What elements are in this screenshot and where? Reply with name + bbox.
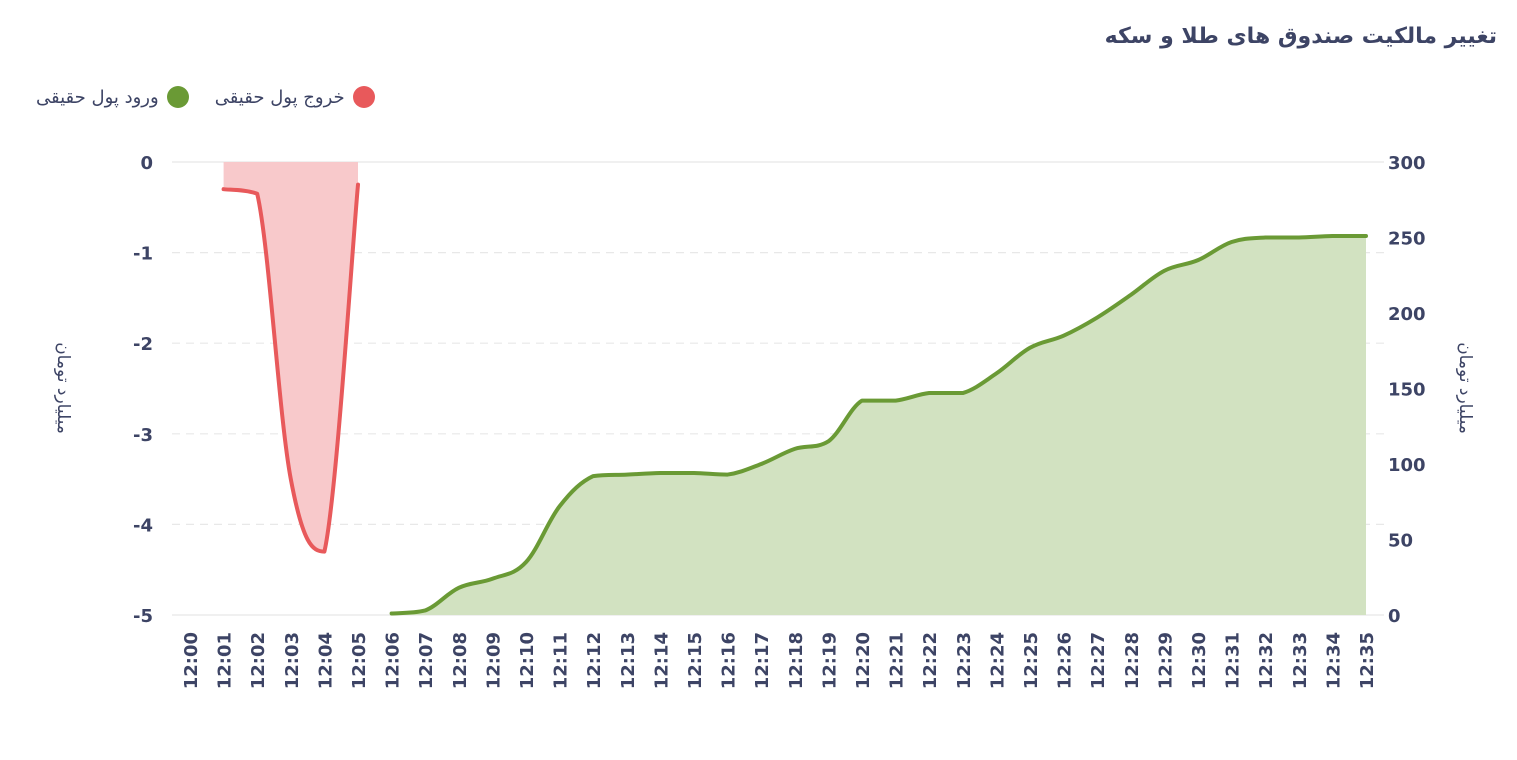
- x-tick-label: 12:29: [1155, 632, 1176, 689]
- x-tick-label: 12:01: [215, 632, 236, 689]
- left-tick-label: 0: [140, 153, 153, 174]
- x-tick-label: 12:27: [1088, 632, 1109, 689]
- x-tick-label: 12:21: [887, 632, 908, 689]
- x-axis-ticks: 12:00 12:01 12:02 12:03 12:04 12:05 12:06 12:07…: [181, 632, 1378, 689]
- chart-legend: ورود پول حقیقی خروج پول حقیقی: [36, 86, 375, 108]
- x-tick-label: 12:33: [1290, 632, 1311, 689]
- x-tick-label: 12:26: [1055, 632, 1076, 689]
- x-tick-label: 12:05: [349, 632, 370, 689]
- x-tick-label: 12:04: [315, 632, 336, 689]
- right-tick-label: 150: [1388, 380, 1426, 401]
- left-tick-label: -2: [133, 334, 153, 355]
- right-tick-label: 100: [1388, 455, 1426, 476]
- x-tick-label: 12:16: [719, 632, 740, 689]
- inflow-series: [389, 233, 1368, 616]
- x-tick-label: 12:13: [618, 632, 639, 689]
- right-tick-label: 300: [1388, 153, 1426, 174]
- right-axis-ticks: 300 250 200 150 100 50 0: [1388, 153, 1426, 627]
- x-tick-label: 12:31: [1223, 632, 1244, 689]
- right-tick-label: 50: [1388, 531, 1413, 552]
- left-axis-ticks: 0 -1 -2 -3 -4 -5: [133, 153, 153, 627]
- x-tick-label: 12:00: [181, 632, 202, 689]
- left-axis-title: میلیارد تومان: [53, 342, 73, 434]
- outflow-series: [221, 162, 360, 554]
- legend-item-inflow[interactable]: ورود پول حقیقی: [36, 86, 189, 108]
- x-tick-label: 12:11: [551, 632, 572, 689]
- x-tick-label: 12:14: [651, 632, 672, 689]
- series-line: [221, 182, 360, 554]
- x-tick-label: 12:24: [987, 632, 1008, 689]
- x-tick-label: 12:23: [954, 632, 975, 689]
- x-tick-label: 12:10: [517, 632, 538, 689]
- chart-title: تغییر مالکیت صندوق های طلا و سکه: [1104, 24, 1497, 49]
- right-tick-label: 0: [1388, 606, 1401, 627]
- x-tick-label: 12:02: [248, 632, 269, 689]
- x-tick-label: 12:20: [853, 632, 874, 689]
- x-tick-label: 12:30: [1189, 632, 1210, 689]
- series-area: [223, 162, 358, 552]
- x-tick-label: 12:07: [416, 632, 437, 689]
- x-tick-label: 12:09: [483, 632, 504, 689]
- x-tick-label: 12:03: [282, 632, 303, 689]
- legend-swatch-outflow: [352, 86, 375, 108]
- legend-item-outflow[interactable]: خروج پول حقیقی: [215, 86, 375, 108]
- x-tick-label: 12:35: [1357, 632, 1378, 689]
- x-tick-label: 12:18: [786, 632, 807, 689]
- x-tick-label: 12:06: [383, 632, 404, 689]
- legend-swatch-inflow: [166, 86, 189, 108]
- x-tick-label: 12:28: [1122, 632, 1143, 689]
- x-tick-label: 12:34: [1323, 632, 1344, 689]
- legend-label-outflow: خروج پول حقیقی: [214, 86, 345, 108]
- left-tick-label: -4: [133, 515, 153, 536]
- x-tick-label: 12:12: [584, 632, 605, 689]
- left-tick-label: -5: [133, 606, 153, 627]
- legend-label-inflow: ورود پول حقیقی: [36, 86, 159, 108]
- series-line: [389, 233, 1368, 616]
- left-tick-label: -3: [133, 425, 153, 446]
- right-tick-label: 250: [1388, 229, 1426, 250]
- left-tick-label: -1: [133, 244, 153, 265]
- x-tick-label: 12:22: [920, 632, 941, 689]
- x-tick-label: 12:25: [1021, 632, 1042, 689]
- series-area: [391, 235, 1367, 616]
- right-tick-label: 200: [1388, 304, 1426, 325]
- x-tick-label: 12:32: [1256, 632, 1277, 689]
- x-tick-label: 12:19: [819, 632, 840, 689]
- right-axis-title: میلیارد تومان: [1455, 342, 1475, 434]
- x-tick-label: 12:15: [685, 632, 706, 689]
- x-tick-label: 12:08: [450, 632, 471, 689]
- x-tick-label: 12:17: [752, 632, 773, 689]
